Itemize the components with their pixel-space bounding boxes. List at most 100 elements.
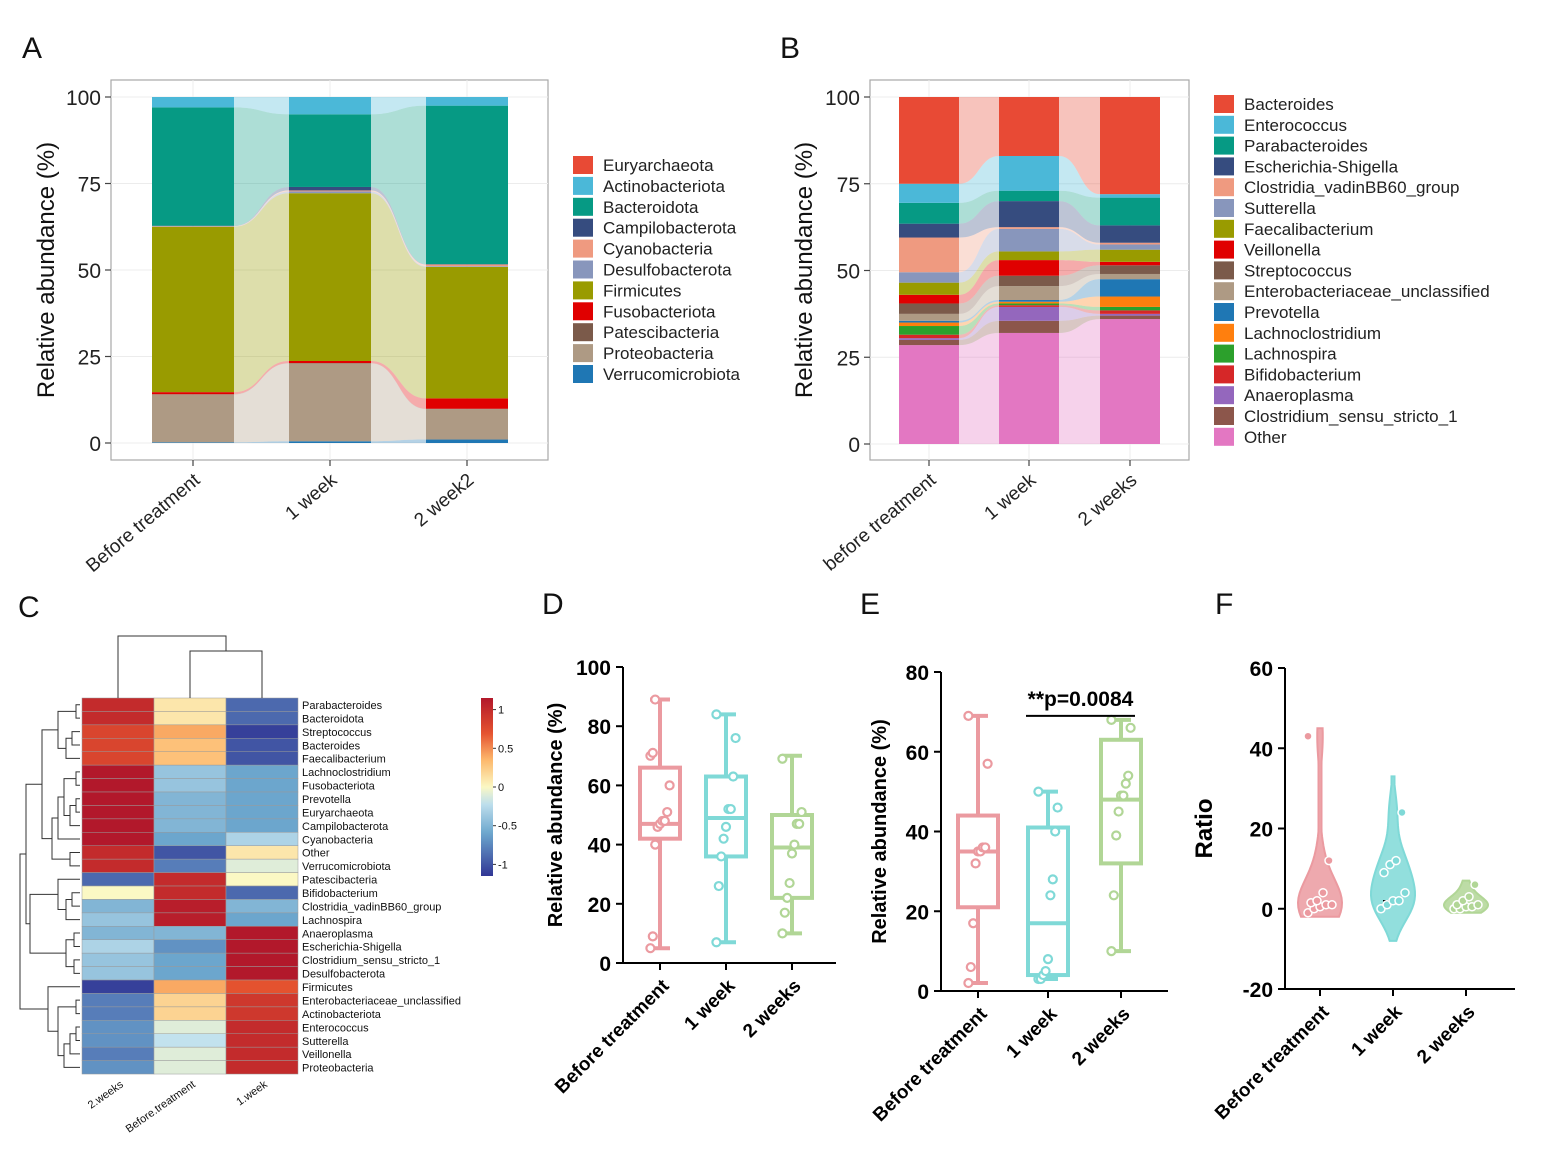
bar-segment bbox=[1100, 244, 1160, 250]
heatmap-row-label: Veillonella bbox=[302, 1049, 352, 1061]
bar-segment bbox=[289, 360, 371, 364]
bar-segment bbox=[999, 275, 1059, 287]
heatmap-row-label: Bacteroidota bbox=[302, 713, 365, 725]
heatmap-cell bbox=[225, 885, 299, 900]
x-tick-label: 2 weeks bbox=[1413, 1002, 1479, 1068]
flow-band bbox=[1059, 265, 1100, 287]
flow-band bbox=[1059, 273, 1100, 300]
heatmap-cell bbox=[81, 966, 155, 981]
data-point bbox=[1111, 830, 1122, 841]
legend-swatch bbox=[1214, 323, 1234, 342]
bar-segment bbox=[152, 107, 234, 226]
flow-band bbox=[371, 363, 426, 410]
bar-segment bbox=[899, 313, 959, 321]
bar-segment bbox=[1100, 242, 1160, 245]
heatmap-cell bbox=[81, 805, 155, 820]
heatmap-cell bbox=[225, 1033, 299, 1048]
heatmap-cell bbox=[153, 697, 227, 712]
heatmap-row-label: Campilobacterota bbox=[302, 821, 389, 833]
flow-band bbox=[234, 363, 289, 395]
y-tick-label: 80 bbox=[906, 662, 929, 685]
dendrogram-branch bbox=[75, 1026, 80, 1041]
flow-band bbox=[1059, 97, 1100, 195]
legend-swatch bbox=[573, 281, 593, 300]
heatmap-row-label: Verrucomicrobiota bbox=[302, 861, 392, 873]
heatmap-cell bbox=[225, 939, 299, 954]
legend-label: Verrucomicrobiota bbox=[603, 365, 741, 384]
dendrogram-branch bbox=[57, 710, 76, 749]
data-point bbox=[1464, 891, 1474, 902]
bar-segment bbox=[899, 272, 959, 283]
legend-label: Lachnospira bbox=[1244, 345, 1337, 364]
heatmap-cell bbox=[225, 832, 299, 846]
bar-segment bbox=[1100, 310, 1160, 314]
dendrogram-branch bbox=[57, 796, 80, 840]
data-point bbox=[1324, 855, 1334, 866]
data-point bbox=[796, 806, 807, 818]
panel-d-letter: D bbox=[542, 588, 564, 621]
heatmap-cell bbox=[225, 791, 299, 806]
heatmap-cell bbox=[81, 791, 155, 806]
heatmap-row-label: Faecalibacterium bbox=[302, 754, 386, 766]
legend-label: Anaeroplasma bbox=[1244, 386, 1354, 405]
data-point bbox=[1123, 770, 1134, 781]
x-tick-label: Before treatment bbox=[1211, 1001, 1334, 1124]
data-point bbox=[1312, 895, 1322, 906]
legend-swatch bbox=[1214, 365, 1234, 384]
dendrogram-branch bbox=[25, 783, 42, 925]
heatmap-cell bbox=[153, 966, 227, 981]
heatmap-row-label: Bifidobacterium bbox=[302, 888, 378, 900]
dendrogram-branch bbox=[73, 932, 80, 947]
bar-segment bbox=[1100, 249, 1160, 262]
legend-swatch bbox=[573, 176, 593, 195]
heatmap-cell bbox=[153, 764, 227, 779]
flow-band bbox=[959, 299, 999, 323]
heatmap-cell bbox=[81, 993, 155, 1008]
y-axis-label: Relative abundance (%) bbox=[869, 719, 891, 944]
colorbar-label: -1 bbox=[498, 859, 508, 871]
bar-segment bbox=[999, 306, 1059, 321]
legend-label: Cyanobacteria bbox=[603, 240, 713, 259]
flow-band bbox=[1059, 305, 1100, 314]
heatmap-cell bbox=[153, 738, 227, 752]
heatmap-cell bbox=[153, 993, 227, 1008]
legend-swatch bbox=[573, 218, 593, 237]
heatmap-cell bbox=[225, 1006, 299, 1021]
heatmap-cell bbox=[81, 872, 155, 887]
data-point bbox=[970, 858, 981, 869]
box bbox=[1026, 825, 1070, 978]
y-tick-label: 40 bbox=[588, 835, 611, 858]
bar-segment bbox=[152, 226, 234, 393]
bar-segment bbox=[426, 266, 508, 267]
violin-body bbox=[1296, 727, 1344, 918]
legend-swatch bbox=[1214, 282, 1234, 301]
dendrogram-branch bbox=[117, 635, 227, 698]
colorbar-label: 0.5 bbox=[498, 743, 513, 755]
bar-segment bbox=[899, 334, 959, 339]
heatmap-cell bbox=[81, 979, 155, 994]
dendrogram-branch bbox=[65, 939, 74, 968]
dendrogram-branch bbox=[47, 986, 80, 1032]
legend-label: Bifidobacterium bbox=[1244, 365, 1361, 384]
heatmap-row-label: Prevotella bbox=[302, 794, 352, 806]
data-point bbox=[777, 753, 788, 764]
heatmap-cell bbox=[225, 764, 299, 779]
heatmap-cell bbox=[153, 791, 227, 806]
y-tick-label: 75 bbox=[837, 174, 860, 197]
dendrogram-branch bbox=[189, 650, 263, 698]
data-point bbox=[1379, 867, 1389, 878]
x-tick-label: 2 weeks bbox=[1074, 470, 1141, 531]
legend-swatch bbox=[573, 239, 593, 258]
bar-segment bbox=[999, 201, 1059, 228]
flow-band bbox=[959, 305, 999, 339]
heatmap-row-label: Streptococcus bbox=[302, 727, 372, 739]
legend-label: Prevotella bbox=[1244, 303, 1320, 322]
heatmap-row-label: Anaeroplasma bbox=[302, 928, 374, 940]
legend-label: Firmicutes bbox=[603, 281, 681, 300]
flow-band bbox=[1059, 201, 1100, 243]
flow-band bbox=[959, 306, 999, 340]
legend-label: Enterobacteriaceae_unclassified bbox=[1244, 282, 1490, 301]
dendrogram-branch bbox=[63, 1043, 80, 1068]
legend-label: Actinobacteriota bbox=[603, 177, 725, 196]
data-point bbox=[965, 961, 976, 973]
